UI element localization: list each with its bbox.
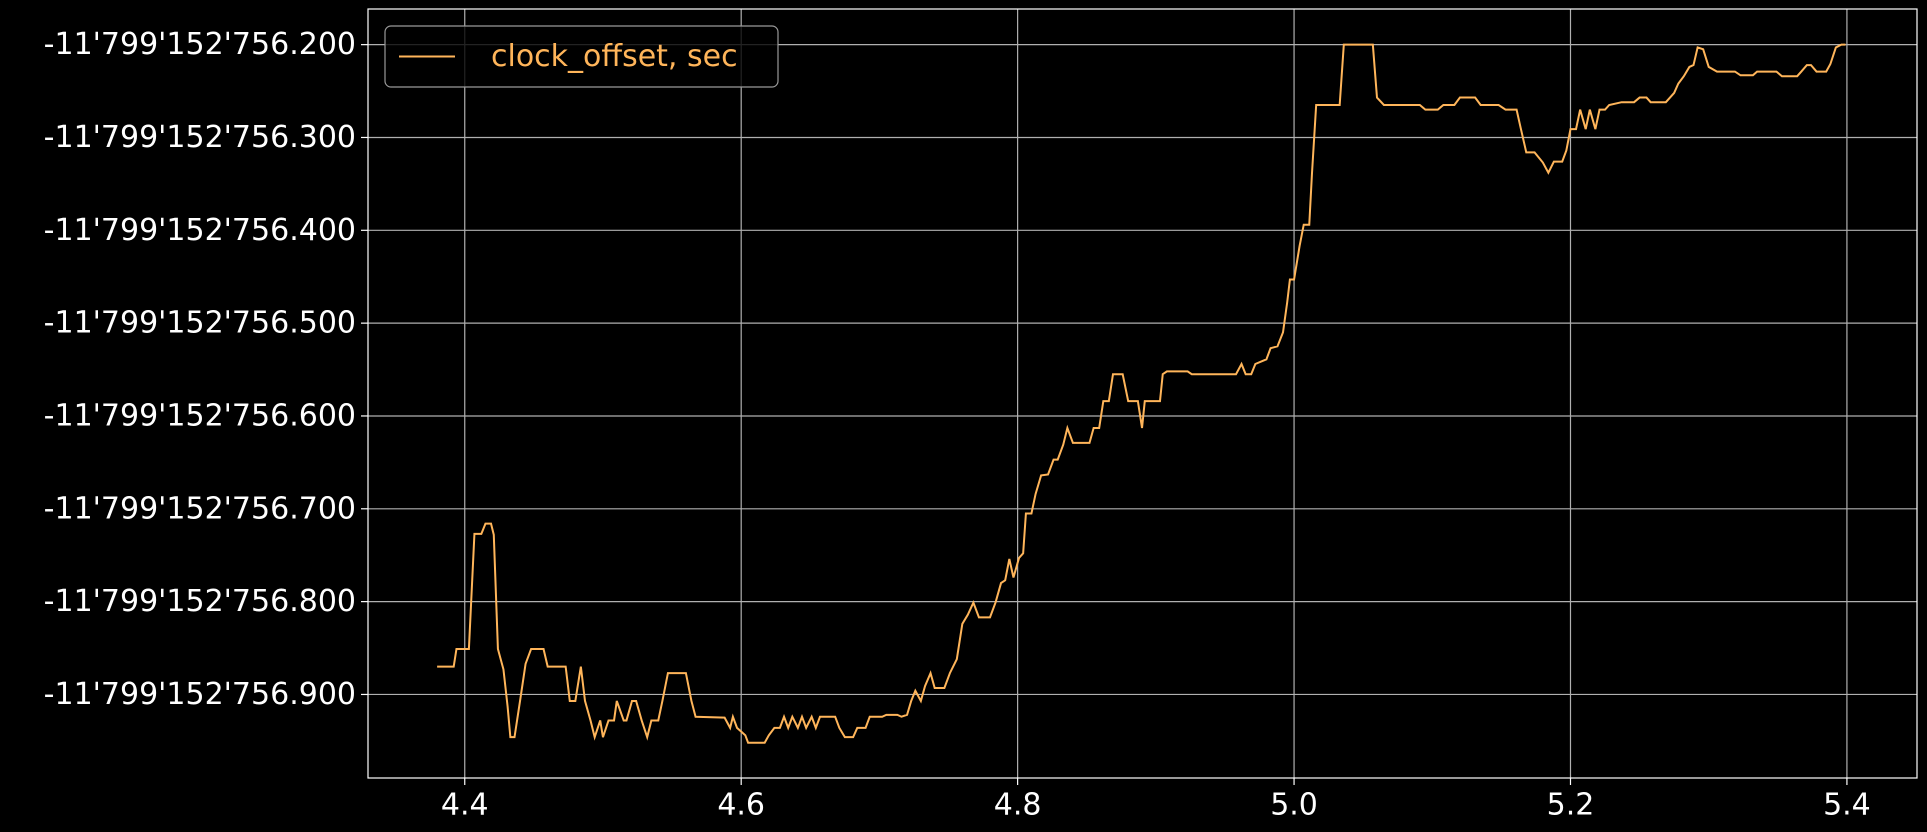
y-tick-label: -11'799'152'756.600 <box>44 398 356 433</box>
y-tick-label: -11'799'152'756.400 <box>44 213 356 248</box>
x-tick-label: 5.0 <box>1270 788 1318 823</box>
y-tick-label: -11'799'152'756.900 <box>44 677 356 712</box>
y-tick-label: -11'799'152'756.200 <box>44 27 356 62</box>
plot-frame <box>367 8 1918 779</box>
x-tick-label: 4.8 <box>994 788 1042 823</box>
y-tick-label: -11'799'152'756.500 <box>44 306 356 341</box>
legend-box <box>384 25 779 88</box>
x-tick-label: 4.4 <box>441 788 489 823</box>
y-tick-label: -11'799'152'756.700 <box>44 491 356 526</box>
x-tick-label: 5.2 <box>1547 788 1595 823</box>
x-tick-label: 5.4 <box>1823 788 1871 823</box>
legend-label: clock_offset, sec <box>491 39 738 74</box>
data-line <box>437 43 1846 744</box>
x-tick-label: 4.6 <box>717 788 765 823</box>
y-tick-label: -11'799'152'756.300 <box>44 120 356 155</box>
y-tick-label: -11'799'152'756.800 <box>44 584 356 619</box>
